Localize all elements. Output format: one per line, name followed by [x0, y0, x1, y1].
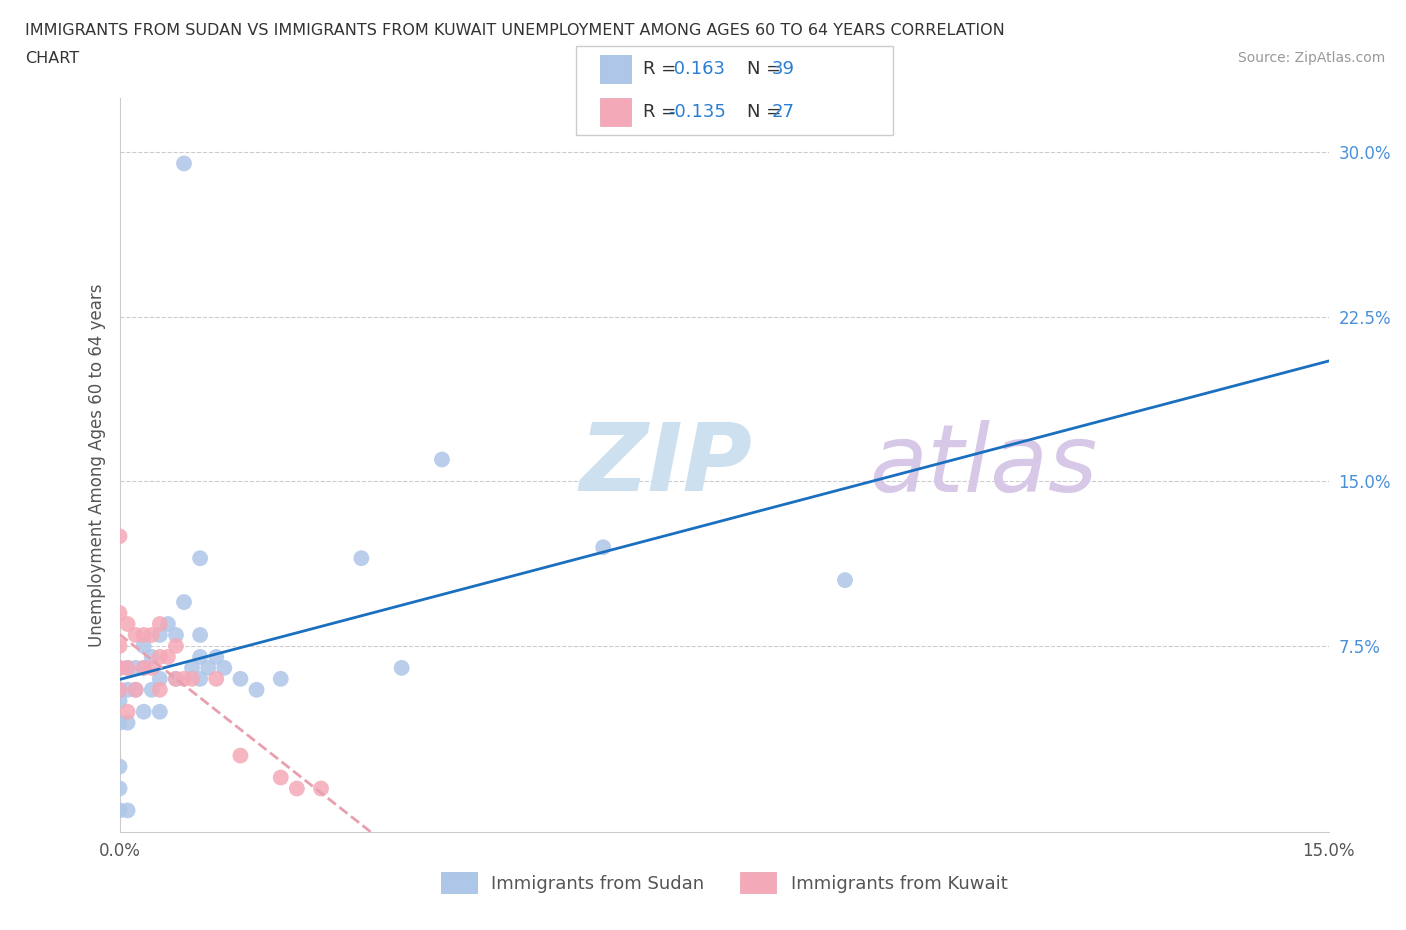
Point: [188, 671, 211, 686]
Point: [285, 781, 308, 796]
Point: [188, 649, 211, 664]
Text: Source: ZipAtlas.com: Source: ZipAtlas.com: [1237, 51, 1385, 65]
Point: [108, 660, 131, 675]
Point: [149, 649, 172, 664]
Point: [132, 639, 155, 654]
Text: N =: N =: [747, 60, 786, 78]
Text: 0.163: 0.163: [668, 60, 725, 78]
Point: [149, 671, 172, 686]
Point: [108, 781, 131, 796]
Point: [430, 452, 453, 467]
Point: [391, 660, 413, 675]
Point: [149, 628, 172, 643]
Point: [229, 748, 252, 763]
Point: [149, 683, 172, 698]
Point: [108, 683, 131, 698]
Point: [156, 649, 179, 664]
Point: [132, 628, 155, 643]
Point: [108, 694, 131, 709]
Point: [141, 660, 163, 675]
Point: [108, 715, 131, 730]
Text: R =: R =: [643, 103, 682, 122]
Point: [132, 660, 155, 675]
Point: [173, 594, 195, 609]
Point: [270, 671, 292, 686]
Point: [108, 660, 131, 675]
Text: ZIP: ZIP: [579, 419, 752, 511]
Point: [117, 660, 139, 675]
Point: [245, 683, 267, 698]
Point: [181, 660, 204, 675]
Point: [181, 671, 204, 686]
Point: [108, 683, 131, 698]
Point: [165, 671, 187, 686]
Point: [117, 803, 139, 817]
Point: [165, 671, 187, 686]
Point: [132, 704, 155, 719]
Point: [188, 551, 211, 565]
Point: [173, 156, 195, 171]
Point: [188, 628, 211, 643]
Point: [108, 639, 131, 654]
Point: [141, 628, 163, 643]
Text: -0.135: -0.135: [668, 103, 725, 122]
Point: [124, 628, 146, 643]
Point: [132, 660, 155, 675]
Point: [350, 551, 373, 565]
Point: [124, 683, 146, 698]
Point: [165, 639, 187, 654]
Point: [124, 660, 146, 675]
Text: CHART: CHART: [25, 51, 79, 66]
Point: [156, 617, 179, 631]
Point: [592, 539, 614, 554]
Text: 27: 27: [772, 103, 794, 122]
Point: [834, 573, 856, 588]
Point: [117, 660, 139, 675]
Y-axis label: Unemployment Among Ages 60 to 64 years: Unemployment Among Ages 60 to 64 years: [87, 284, 105, 646]
Point: [117, 617, 139, 631]
Point: [205, 649, 228, 664]
Text: 39: 39: [772, 60, 794, 78]
Point: [309, 781, 332, 796]
Point: [141, 683, 163, 698]
Point: [117, 715, 139, 730]
Legend: Immigrants from Sudan, Immigrants from Kuwait: Immigrants from Sudan, Immigrants from K…: [440, 872, 1008, 893]
Point: [108, 803, 131, 817]
Text: IMMIGRANTS FROM SUDAN VS IMMIGRANTS FROM KUWAIT UNEMPLOYMENT AMONG AGES 60 TO 64: IMMIGRANTS FROM SUDAN VS IMMIGRANTS FROM…: [25, 23, 1005, 38]
Point: [108, 605, 131, 620]
Point: [173, 671, 195, 686]
Point: [117, 683, 139, 698]
Point: [165, 628, 187, 643]
Point: [197, 660, 219, 675]
Text: atlas: atlas: [869, 419, 1098, 511]
Point: [108, 759, 131, 774]
Point: [108, 529, 131, 544]
Point: [270, 770, 292, 785]
Text: R =: R =: [643, 60, 682, 78]
Point: [149, 704, 172, 719]
Point: [117, 704, 139, 719]
Point: [141, 649, 163, 664]
Point: [229, 671, 252, 686]
Text: N =: N =: [747, 103, 786, 122]
Point: [149, 617, 172, 631]
Point: [214, 660, 236, 675]
Point: [205, 671, 228, 686]
Point: [124, 683, 146, 698]
